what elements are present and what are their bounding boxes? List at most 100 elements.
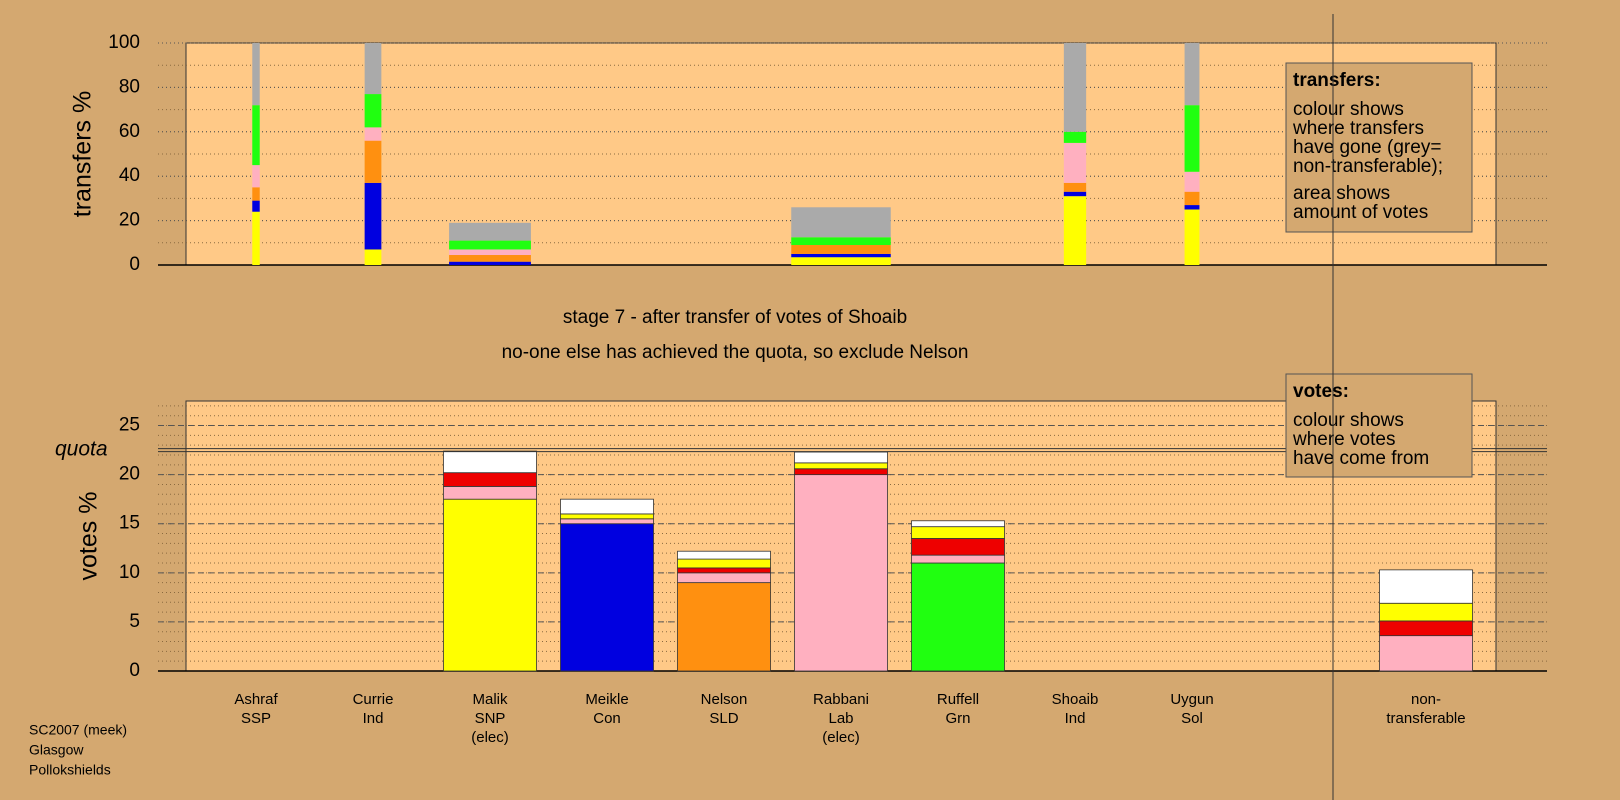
bar-segment <box>677 558 771 569</box>
y-tick-label: 25 <box>119 415 140 436</box>
x-tick-label: SNP <box>475 710 506 727</box>
legend-text: amount of votes <box>1293 202 1428 223</box>
x-tick-label: transferable <box>1386 710 1465 727</box>
x-tick-label: Malik <box>472 691 508 708</box>
x-tick-label: Grn <box>945 710 970 727</box>
bar-segment <box>443 472 537 487</box>
x-tick-label: Ind <box>363 710 384 727</box>
y-tick-label: 20 <box>119 210 140 231</box>
y-axis-label: votes % <box>75 492 103 581</box>
bar-segment <box>1379 602 1473 622</box>
bar-segment <box>794 468 888 476</box>
bar-segment <box>791 245 891 254</box>
footer: Glasgow <box>29 742 84 758</box>
y-axis-label: transfers % <box>69 91 97 217</box>
y-tick-label: 100 <box>108 32 140 53</box>
bar-segment <box>1063 43 1087 132</box>
bar-segment <box>560 498 654 515</box>
bar-segment <box>911 562 1005 672</box>
bar-segment <box>364 127 382 141</box>
bar-segment <box>364 43 382 95</box>
legend-title: votes: <box>1293 381 1349 402</box>
legend-box <box>1285 373 1473 478</box>
bar-segment <box>252 200 260 212</box>
y-tick-label: 60 <box>119 121 140 142</box>
bar-segment <box>794 451 888 464</box>
bar-segment <box>911 554 1005 564</box>
bar-segment <box>364 249 382 265</box>
bar-segment <box>560 513 654 520</box>
x-tick-label: Meikle <box>585 691 628 708</box>
legend-box <box>1285 62 1473 233</box>
bar-segment <box>1184 171 1200 192</box>
bar-segment <box>911 526 1005 539</box>
bar-segment <box>1063 131 1087 143</box>
bar-segment <box>364 94 382 128</box>
bar-segment <box>449 249 531 256</box>
legend-text: non-transferable); <box>1293 156 1443 177</box>
y-tick-label: 80 <box>119 76 140 97</box>
x-tick-label: Ruffell <box>937 691 979 708</box>
bar-segment <box>443 450 537 474</box>
bar-segment <box>252 43 260 106</box>
y-tick-label: 40 <box>119 165 140 186</box>
bar-segment <box>791 207 891 238</box>
bar-segment <box>449 261 531 265</box>
x-tick-label: Ashraf <box>234 691 278 708</box>
bar-segment <box>364 182 382 250</box>
y-tick-label: 0 <box>129 254 140 275</box>
stage-title: stage 7 - after transfer of votes of Sho… <box>563 307 907 328</box>
bar-segment <box>677 550 771 560</box>
bar-segment <box>560 523 654 672</box>
quota-label: quota <box>55 438 108 461</box>
y-tick-label: 10 <box>119 562 140 583</box>
bar-segment <box>677 572 771 584</box>
x-tick-label: Con <box>593 710 621 727</box>
x-tick-label: non- <box>1411 691 1441 708</box>
bar-segment <box>791 253 891 258</box>
y-tick-label: 20 <box>119 464 140 485</box>
bar-segment <box>794 474 888 672</box>
bar-segment <box>1063 142 1087 183</box>
bar-segment <box>1184 43 1200 106</box>
legend-text: have come from <box>1293 448 1429 469</box>
bar-segment <box>449 222 531 241</box>
legend-title: transfers: <box>1293 70 1381 91</box>
bar-segment <box>252 187 260 201</box>
y-tick-label: 0 <box>129 660 140 681</box>
bar-segment <box>1379 569 1473 604</box>
legend-text: have gone (grey= <box>1293 137 1441 158</box>
x-tick-label: Shoaib <box>1052 691 1099 708</box>
bar-segment <box>1063 191 1087 197</box>
legend-text: where transfers <box>1292 118 1424 139</box>
x-tick-label: SLD <box>709 710 738 727</box>
bar-segment <box>449 240 531 250</box>
bar-segment <box>252 211 260 265</box>
bar-segment <box>1184 105 1200 172</box>
bar-segment <box>791 237 891 246</box>
stage-note: no-one else has achieved the quota, so e… <box>502 342 969 363</box>
bar-segment <box>911 538 1005 556</box>
bar-segment <box>252 105 260 166</box>
bar-segment <box>794 462 888 470</box>
legend-text: colour shows <box>1293 99 1404 120</box>
bar-segment <box>1184 191 1200 206</box>
bar-segment <box>443 498 537 672</box>
y-tick-label: 15 <box>119 513 140 534</box>
x-tick-label: SSP <box>241 710 271 727</box>
x-tick-label: Uygun <box>1170 691 1213 708</box>
bar-segment <box>1379 620 1473 637</box>
bar-segment <box>911 520 1005 528</box>
bar-segment <box>677 582 771 672</box>
bar-segment <box>1184 209 1200 265</box>
bar-segment <box>560 518 654 525</box>
bar-segment <box>677 567 771 574</box>
bar-segment <box>364 140 382 183</box>
x-tick-label: Sol <box>1181 710 1203 727</box>
x-tick-label: (elec) <box>471 729 509 746</box>
bar-segment <box>252 165 260 188</box>
legend-text: colour shows <box>1293 410 1404 431</box>
x-tick-label: Lab <box>828 710 853 727</box>
